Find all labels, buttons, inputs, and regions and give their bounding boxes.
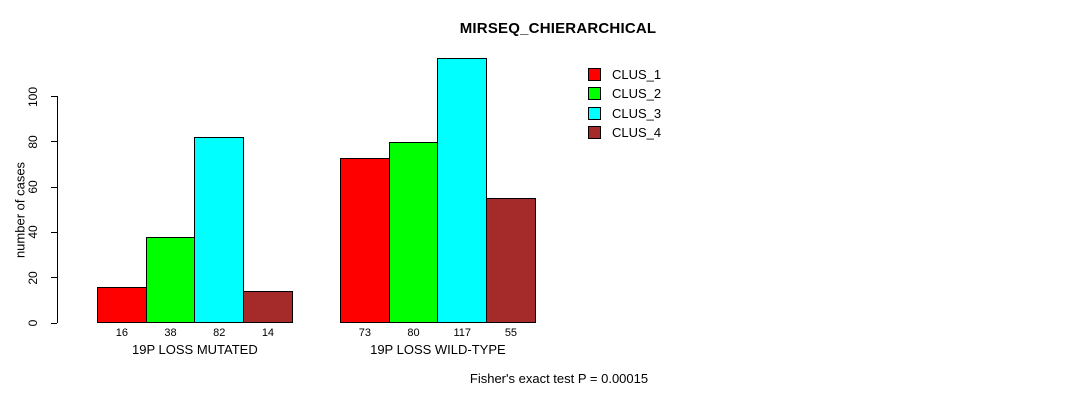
bar-clus_4-group1 — [243, 291, 293, 323]
bar-clus_1-group2 — [340, 157, 390, 323]
y-axis-line — [57, 96, 58, 323]
legend-swatch-clus_1 — [588, 68, 601, 81]
y-axis-tick — [51, 322, 57, 324]
bar-clus_3-group1 — [194, 137, 245, 323]
legend-item-clus_1: CLUS_1 — [588, 68, 661, 81]
y-axis-tick — [51, 96, 57, 97]
legend-label: CLUS_2 — [612, 86, 662, 102]
bar-clus_2-group2 — [388, 141, 439, 323]
bar-value-label: 73 — [358, 327, 371, 339]
x-category-label: 19P LOSS WILD-TYPE — [370, 342, 506, 357]
chart-title: MIRSEQ_CHIERARCHICAL — [459, 20, 657, 37]
bar-value-label: 16 — [115, 327, 128, 339]
y-axis-tick — [51, 186, 57, 188]
bar-value-label: 80 — [407, 327, 420, 339]
bar-clus_4-group2 — [486, 198, 536, 323]
legend-label: CLUS_1 — [612, 67, 662, 82]
legend-swatch-clus_3 — [588, 106, 601, 120]
legend-item-clus_3: CLUS_3 — [588, 105, 662, 121]
bar-value-label: 55 — [504, 327, 518, 339]
legend-swatch-clus_4 — [588, 125, 601, 139]
bar-value-label: 38 — [164, 327, 177, 339]
bar-clus_1-group1 — [97, 286, 147, 323]
bar-value-label: 117 — [453, 327, 472, 339]
legend-item-clus_2: CLUS_2 — [588, 86, 662, 102]
bar-value-label: 82 — [213, 327, 226, 339]
y-axis-tick — [51, 277, 57, 279]
annotation-fisher-test: Fisher's exact test P = 0.00015 — [469, 371, 649, 386]
bar-clus_3-group2 — [437, 57, 488, 323]
legend-label: CLUS_4 — [612, 124, 662, 140]
x-category-label: 19P LOSS MUTATED — [132, 342, 258, 357]
legend-label: CLUS_3 — [612, 105, 662, 121]
legend-item-clus_4: CLUS_4 — [588, 124, 662, 140]
bar-value-label: 14 — [261, 327, 275, 339]
y-axis-tick — [51, 141, 57, 143]
legend-swatch-clus_2 — [588, 87, 601, 101]
y-axis-tick — [51, 231, 57, 233]
